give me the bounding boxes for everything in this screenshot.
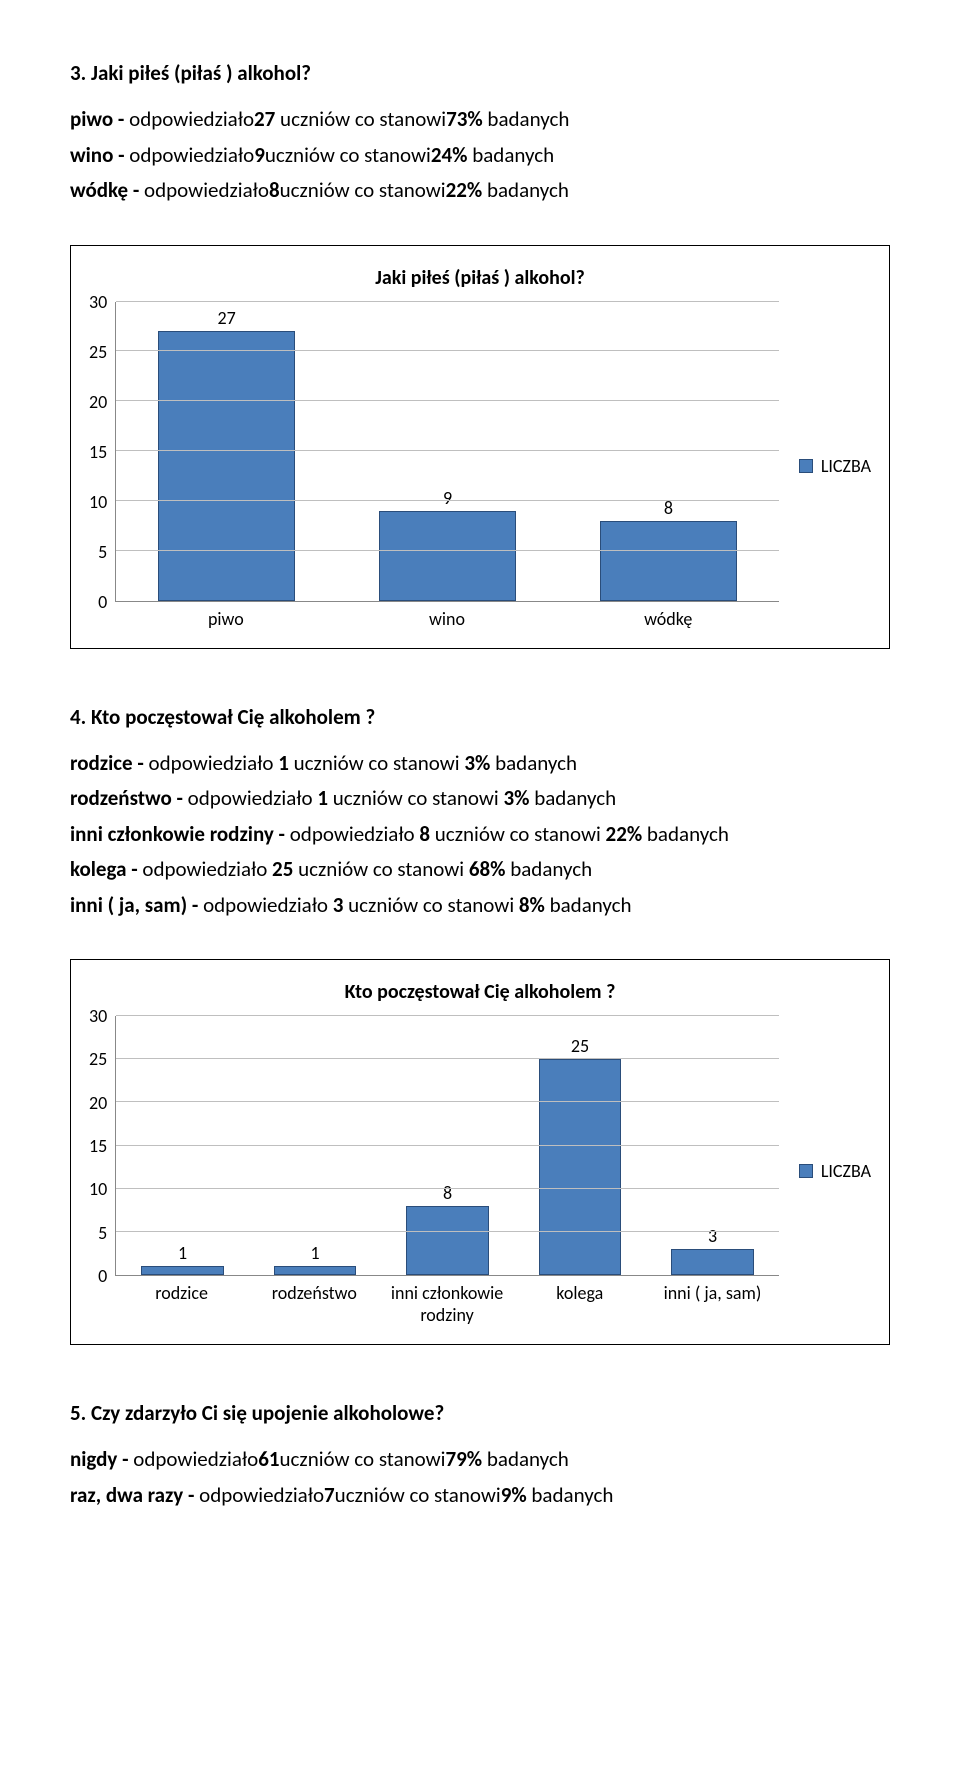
grid-line xyxy=(116,350,779,351)
chart-2-xaxis: rodzicerodzeństwoinni członkowie rodziny… xyxy=(115,1282,779,1326)
grid-line xyxy=(116,500,779,501)
answer-line: piwo - odpowiedziało27 uczniów co stanow… xyxy=(70,104,890,136)
chart-2-container: Kto poczęstował Cię alkoholem ? 30252015… xyxy=(70,959,890,1345)
chart-2-yaxis: 302520151050 xyxy=(89,1016,115,1276)
bar-value-label: 27 xyxy=(218,307,236,329)
grid-line xyxy=(116,1101,779,1102)
answer-line: raz, dwa razy - odpowiedziało7uczniów co… xyxy=(70,1480,890,1512)
chart-2-plot: 1 1 8 25 3 xyxy=(115,1016,779,1276)
answer-line: rodzeństwo - odpowiedziało 1 uczniów co … xyxy=(70,783,890,815)
xtick-label: rodzice xyxy=(115,1282,248,1326)
chart-2-legend: LICZBA xyxy=(779,1016,871,1326)
chart-1-legend: LICZBA xyxy=(779,302,871,630)
grid-line xyxy=(116,450,779,451)
grid-line xyxy=(116,400,779,401)
chart-1-container: Jaki piłeś (piłaś ) alkohol? 30252015105… xyxy=(70,245,890,649)
bar-value-label: 9 xyxy=(443,487,452,509)
bar-slot: 1 xyxy=(249,1016,382,1275)
bar xyxy=(141,1266,223,1275)
chart-1-yaxis: 302520151050 xyxy=(89,302,115,602)
bar-slot: 8 xyxy=(381,1016,514,1275)
question-5-title: 5. Czy zdarzyło Ci się upojenie alkoholo… xyxy=(70,1400,890,1426)
answer-line: rodzice - odpowiedziało 1 uczniów co sta… xyxy=(70,748,890,780)
grid-line xyxy=(116,301,779,302)
xtick-label: kolega xyxy=(513,1282,646,1326)
xtick-label: wódkę xyxy=(558,608,779,630)
grid-line xyxy=(116,1188,779,1189)
bar-slot: 1 xyxy=(116,1016,249,1275)
legend-swatch-icon xyxy=(799,1164,813,1178)
grid-line xyxy=(116,550,779,551)
chart-1-legend-label: LICZBA xyxy=(821,455,871,477)
bar-slot: 3 xyxy=(646,1016,779,1275)
answer-line: wódkę - odpowiedziało8uczniów co stanowi… xyxy=(70,175,890,207)
grid-line xyxy=(116,1015,779,1016)
bar xyxy=(379,511,516,601)
legend-swatch-icon xyxy=(799,459,813,473)
chart-1-plot: 27 9 8 xyxy=(115,302,779,602)
answer-line: wino - odpowiedziało9uczniów co stanowi2… xyxy=(70,140,890,172)
bar-value-label: 3 xyxy=(708,1225,717,1247)
xtick-label: wino xyxy=(336,608,557,630)
xtick-label: rodzeństwo xyxy=(248,1282,381,1326)
xtick-label: inni ( ja, sam) xyxy=(646,1282,779,1326)
bar xyxy=(600,521,737,601)
bar-value-label: 1 xyxy=(178,1242,187,1264)
bar xyxy=(539,1059,621,1275)
question-4-title: 4. Kto poczęstował Cię alkoholem ? xyxy=(70,704,890,730)
answer-line: inni ( ja, sam) - odpowiedziało 3 ucznió… xyxy=(70,890,890,922)
answer-line: inni członkowie rodziny - odpowiedziało … xyxy=(70,819,890,851)
bar-value-label: 25 xyxy=(571,1035,589,1057)
bar xyxy=(158,331,295,600)
bar xyxy=(274,1266,356,1275)
bar-slot: 27 xyxy=(116,302,337,601)
bar-value-label: 1 xyxy=(310,1242,319,1264)
answer-line: kolega - odpowiedziało 25 uczniów co sta… xyxy=(70,854,890,886)
chart-2-title: Kto poczęstował Cię alkoholem ? xyxy=(89,980,871,1004)
grid-line xyxy=(116,1058,779,1059)
question-3-title: 3. Jaki piłeś (piłaś ) alkohol? xyxy=(70,60,890,86)
chart-1-xaxis: piwowinowódkę xyxy=(115,608,779,630)
grid-line xyxy=(116,1231,779,1232)
answer-line: nigdy - odpowiedziało61uczniów co stanow… xyxy=(70,1444,890,1476)
bar-slot: 8 xyxy=(558,302,779,601)
xtick-label: piwo xyxy=(115,608,336,630)
xtick-label: inni członkowie rodziny xyxy=(381,1282,514,1326)
chart-2-legend-label: LICZBA xyxy=(821,1160,871,1182)
bar xyxy=(671,1249,753,1275)
bar-slot: 25 xyxy=(514,1016,647,1275)
grid-line xyxy=(116,1145,779,1146)
bar xyxy=(406,1206,488,1275)
bar-value-label: 8 xyxy=(443,1182,452,1204)
bar-slot: 9 xyxy=(337,302,558,601)
chart-1-title: Jaki piłeś (piłaś ) alkohol? xyxy=(89,266,871,290)
